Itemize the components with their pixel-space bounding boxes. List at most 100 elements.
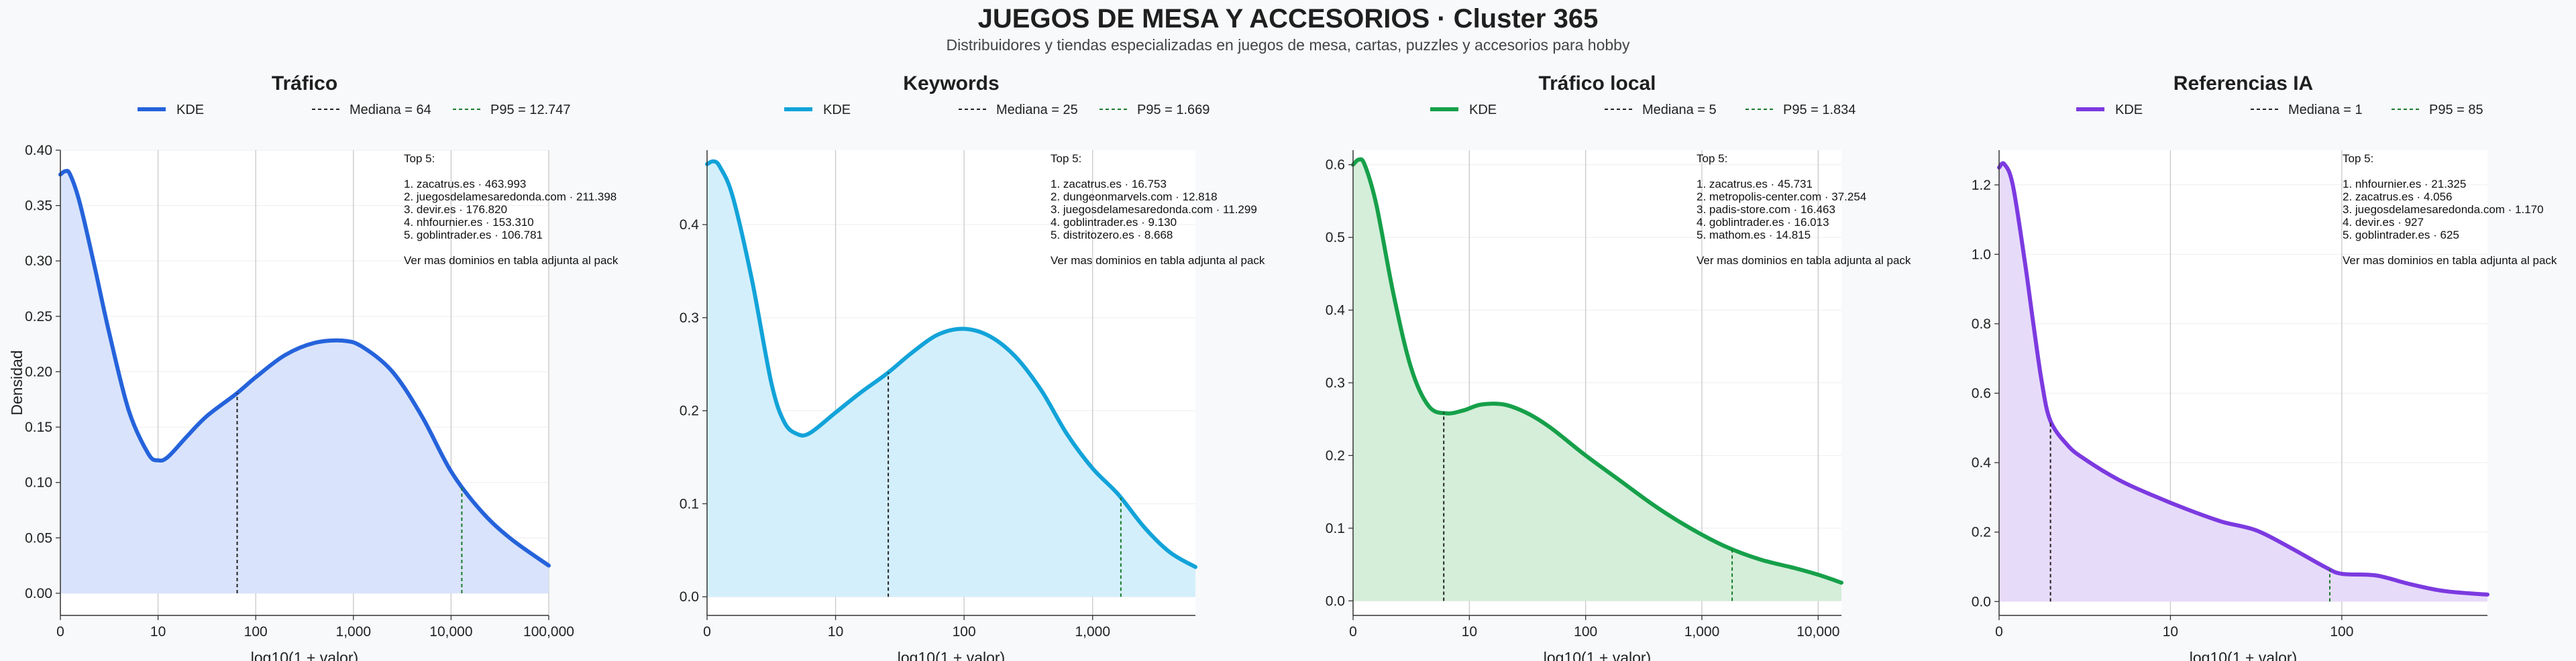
annotation-line: 4. goblintrader.es · 16.013: [1697, 216, 1829, 229]
x-axis-label: log10(1 + valor): [1544, 649, 1651, 661]
x-tick-label: 0: [703, 624, 711, 640]
x-tick-label: 10: [2163, 624, 2178, 640]
x-tick-label: 100: [2330, 624, 2353, 640]
y-tick-label: 0.8: [1972, 316, 1991, 332]
x-tick-label: 1,000: [336, 624, 372, 640]
annotation-line: 2. dungeonmarvels.com · 12.818: [1051, 190, 1218, 203]
x-tick-label: 0: [1995, 624, 2003, 640]
y-tick-label: 0.6: [1326, 158, 1345, 173]
chart-panel-3: 0.0 0.1 0.2 0.3 0.4 0.5 0.6 0 10 100 1,000 10,000 lo…: [1326, 72, 1911, 661]
y-tick-label: 0.00: [25, 586, 52, 601]
kde-area: [1353, 159, 1841, 601]
kde-line: [1997, 161, 2489, 597]
annotation-line: Ver mas dominios en tabla adjunta al pac…: [1051, 254, 1265, 267]
annotation-line: Top 5:: [2343, 152, 2373, 165]
legend-kde-label: KDE: [2115, 103, 2143, 117]
x-tick-label: 1,000: [1075, 624, 1110, 640]
legend-kde-label: KDE: [176, 103, 204, 117]
legend: KDE Mediana = 25 P95 = 1.669: [784, 103, 1210, 117]
y-tick-label: 0.2: [680, 404, 699, 419]
panel-title: Tráfico: [272, 72, 337, 95]
y-tick-label: 0.5: [1326, 230, 1345, 245]
annotation-line: Top 5:: [1051, 152, 1081, 165]
y-tick-label: 0.40: [25, 143, 52, 158]
legend-median-label: Mediana = 5: [1642, 103, 1717, 117]
annotation-line: Top 5:: [404, 152, 435, 165]
y-tick-label: 0.0: [1326, 593, 1345, 609]
y-tick-label: 0.4: [1326, 303, 1346, 318]
annotation-line: Ver mas dominios en tabla adjunta al pac…: [1697, 254, 1911, 267]
x-tick-label: 10: [828, 624, 843, 640]
kde-area: [60, 170, 549, 593]
y-tick-label: 0.20: [25, 364, 52, 379]
panel-title: Tráfico local: [1538, 72, 1656, 95]
chart-panel-1: 0.00 0.05 0.10 0.15 0.20 0.25 0.30 0.35 0.40 0 10 1…: [8, 72, 619, 661]
y-tick-label: 0.6: [1972, 386, 1991, 402]
kde-line: [58, 168, 551, 568]
figure-title: JUEGOS DE MESA Y ACCESORIOS · Cluster 36…: [977, 4, 1599, 34]
y-tick-label: 0.2: [1972, 525, 1991, 540]
x-tick-label: 100: [953, 624, 976, 640]
annotation-line: 3. juegosdelamesaredonda.com · 1.170: [2343, 203, 2544, 216]
annotation-line: 2. juegosdelamesaredonda.com · 211.398: [404, 190, 616, 203]
legend-kde-label: KDE: [823, 103, 851, 117]
x-tick-label: 100,000: [523, 624, 574, 640]
y-tick-label: 0.15: [25, 420, 52, 435]
y-tick-label: 1.0: [1972, 247, 1991, 262]
y-tick-label: 0.3: [680, 310, 699, 326]
annotation-line: 4. nhfournier.es · 153.310: [404, 216, 534, 229]
x-tick-label: 1,000: [1684, 624, 1720, 640]
annotation-line: 1. nhfournier.es · 21.325: [2343, 178, 2466, 190]
annotation-line: 2. metropolis-center.com · 37.254: [1697, 190, 1866, 203]
x-tick-label: 10,000: [1796, 624, 1839, 640]
kde-area: [1999, 163, 2487, 602]
figure-subtitle: Distribuidores y tiendas especializadas …: [946, 36, 1630, 54]
x-tick-label: 10: [150, 624, 166, 640]
annotation-line: 3. devir.es · 176.820: [404, 203, 507, 216]
y-tick-label: 0.10: [25, 475, 52, 491]
x-axis-label: log10(1 + valor): [2190, 649, 2297, 661]
y-tick-label: 0.4: [1972, 455, 1992, 471]
annotation-line: 3. juegosdelamesaredonda.com · 11.299: [1051, 203, 1257, 216]
annotation-line: 5. goblintrader.es · 625: [2343, 229, 2459, 241]
y-tick-label: 0.1: [680, 496, 699, 512]
annotation-line: Ver mas dominios en tabla adjunta al pac…: [2343, 254, 2557, 267]
x-tick-label: 100: [244, 624, 268, 640]
legend-p95-label: P95 = 85: [2429, 103, 2483, 117]
y-tick-label: 0.05: [25, 530, 52, 546]
legend-kde-label: KDE: [1469, 103, 1497, 117]
chart-panel-4: 0.0 0.2 0.4 0.6 0.8 1.0 1.2 0 10 100 log10(1 + val…: [1972, 72, 2557, 661]
annotation-line: Ver mas dominios en tabla adjunta al pac…: [404, 254, 619, 267]
panel-title: Referencias IA: [2174, 72, 2313, 95]
panel-title: Keywords: [903, 72, 999, 95]
y-tick-label: 0.3: [1326, 375, 1345, 391]
kde-area: [707, 161, 1195, 597]
legend-median-label: Mediana = 64: [350, 103, 431, 117]
x-tick-label: 0: [56, 624, 64, 640]
annotation-line: Top 5:: [1697, 152, 1727, 165]
annotation-line: 5. goblintrader.es · 106.781: [404, 229, 543, 241]
annotation-line: 1. zacatrus.es · 16.753: [1051, 178, 1167, 190]
x-tick-label: 10: [1462, 624, 1477, 640]
legend: KDE Mediana = 64 P95 = 12.747: [138, 103, 571, 117]
annotation-line: 1. zacatrus.es · 463.993: [404, 178, 526, 190]
x-axis-label: log10(1 + valor): [898, 649, 1005, 661]
x-tick-label: 100: [1574, 624, 1597, 640]
y-tick-label: 0.25: [25, 309, 52, 324]
y-tick-label: 0.0: [1972, 594, 1991, 609]
annotation-line: 4. devir.es · 927: [2343, 216, 2424, 229]
x-tick-label: 10,000: [429, 624, 472, 640]
y-tick-label: 0.4: [680, 217, 700, 233]
annotation-line: 5. mathom.es · 14.815: [1697, 229, 1811, 241]
legend: KDE Mediana = 5 P95 = 1.834: [1430, 103, 1856, 117]
legend-p95-label: P95 = 1.834: [1783, 103, 1856, 117]
legend-p95-label: P95 = 1.669: [1137, 103, 1210, 117]
legend: KDE Mediana = 1 P95 = 85: [2076, 103, 2483, 117]
y-tick-label: 0.30: [25, 253, 52, 269]
